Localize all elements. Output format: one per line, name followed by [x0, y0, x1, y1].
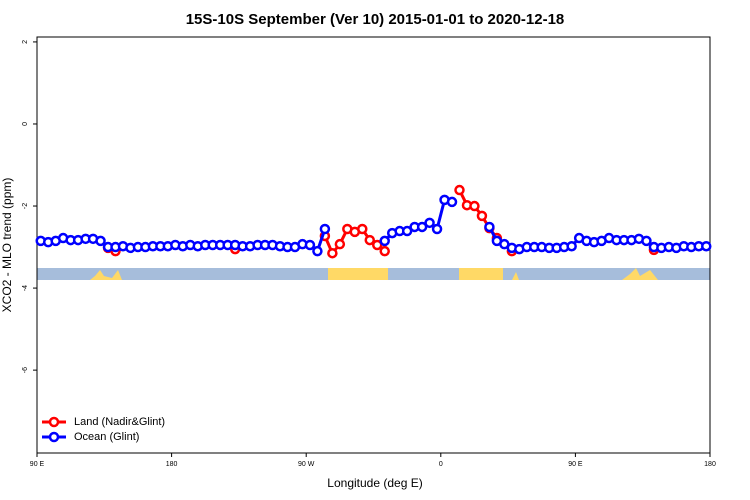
point — [401, 225, 413, 237]
point — [641, 235, 652, 247]
y-tick-label: -2 — [22, 203, 29, 209]
point — [701, 240, 712, 252]
legend-label: Ocean (Glint) — [74, 431, 139, 443]
y-tick-label: -6 — [22, 367, 29, 373]
x-tick-label: 90 W — [298, 461, 315, 468]
point — [454, 184, 465, 196]
legend-marker — [48, 416, 60, 428]
x-tick-label: 180 — [166, 461, 178, 468]
point — [312, 245, 323, 257]
x-axis-label: Longitude (deg E) — [327, 476, 422, 490]
y-tick-label: -4 — [22, 285, 29, 291]
point — [446, 196, 458, 208]
point — [95, 235, 106, 247]
legend-marker — [48, 431, 60, 443]
legend-label: Land (Nadir&Glint) — [74, 416, 165, 428]
x-tick-label: 0 — [439, 461, 443, 468]
point — [431, 223, 443, 235]
point — [484, 221, 495, 233]
x-tick-label: 90 E — [30, 461, 45, 468]
point — [379, 245, 390, 257]
point — [357, 223, 368, 235]
point — [304, 239, 316, 251]
point — [476, 210, 488, 222]
point — [334, 238, 346, 250]
y-tick-label: 0 — [22, 122, 29, 126]
legend: Land (Nadir&Glint) Ocean (Glint) — [42, 416, 165, 443]
y-tick-label: 2 — [22, 40, 29, 44]
x-tick-label: 90 E — [568, 461, 583, 468]
surface-strip — [37, 268, 710, 280]
y-axis-label: XCO2 - MLO trend (ppm) — [0, 178, 14, 313]
point — [364, 234, 376, 246]
point — [469, 200, 480, 212]
point — [379, 235, 390, 247]
point — [416, 221, 428, 233]
point — [371, 239, 383, 251]
point — [319, 223, 331, 235]
point — [424, 217, 435, 229]
chart-title: 15S-10S September (Ver 10) 2015-01-01 to… — [186, 11, 565, 28]
point — [327, 247, 338, 259]
x-tick-label: 180 — [704, 461, 716, 468]
point — [566, 240, 577, 252]
